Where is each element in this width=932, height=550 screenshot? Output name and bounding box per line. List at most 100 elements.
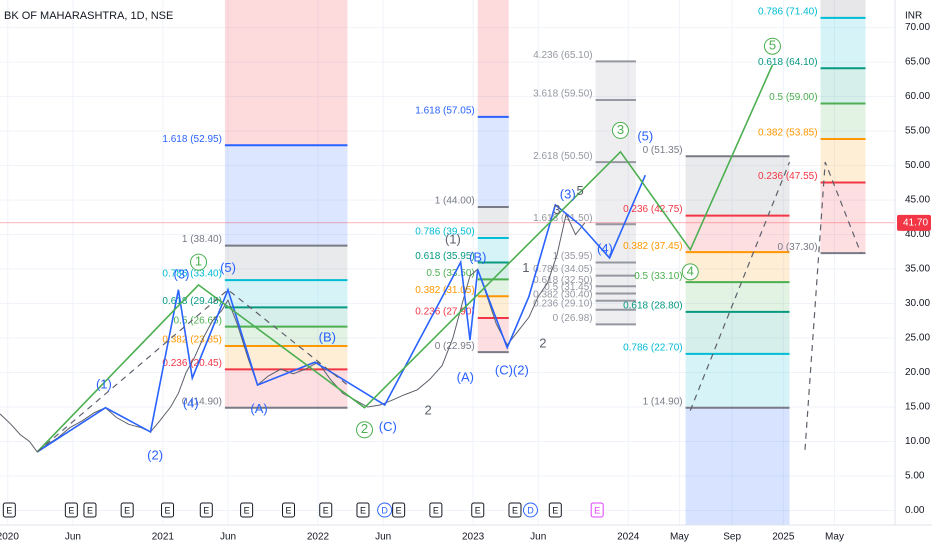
wave-circle bbox=[611, 121, 629, 139]
event-badge bbox=[2, 502, 16, 518]
wave-circle bbox=[763, 37, 781, 55]
event-label: E bbox=[68, 505, 74, 515]
wave-label: (A) bbox=[457, 369, 474, 384]
fib-band bbox=[477, 318, 509, 353]
event-badge bbox=[392, 502, 406, 518]
fib-label: 0.382 (30.40) bbox=[533, 289, 593, 300]
currency: INR bbox=[905, 11, 922, 22]
fib-band bbox=[595, 286, 636, 294]
wave-label: (1) bbox=[96, 376, 112, 391]
fib-band bbox=[595, 300, 636, 310]
last-price-badge bbox=[897, 214, 931, 231]
fib-label: 0 (37.30) bbox=[778, 242, 818, 253]
event-badge bbox=[377, 502, 393, 518]
fib-band bbox=[820, 68, 866, 104]
y-tick-label: 50.00 bbox=[905, 160, 930, 171]
wave-line bbox=[36, 174, 647, 453]
fib-band bbox=[820, 17, 866, 69]
fib-band bbox=[595, 293, 636, 301]
event-badge bbox=[319, 502, 333, 518]
event-badge bbox=[590, 502, 604, 518]
event-label: E bbox=[360, 505, 366, 515]
fib-label: 0 (51.35) bbox=[643, 145, 683, 156]
event-badge bbox=[508, 502, 522, 518]
wave-label: (2) bbox=[147, 447, 163, 462]
event-label: E bbox=[203, 505, 209, 515]
wave-label: 4 bbox=[687, 263, 694, 278]
fib-band bbox=[224, 307, 348, 327]
fib-label: 0.618 (29.45) bbox=[162, 296, 222, 307]
fib-label: 0.618 (35.95) bbox=[415, 251, 475, 262]
fib-label: 0.236 (47.55) bbox=[758, 171, 818, 182]
wave-label: (5) bbox=[220, 260, 236, 275]
fib-label: 0.618 (64.10) bbox=[758, 57, 818, 68]
event-label: E bbox=[165, 505, 171, 515]
fib-label: 0.382 (37.45) bbox=[623, 241, 683, 252]
fib-zone bbox=[820, 0, 866, 18]
fib-label: 0.786 (71.40) bbox=[758, 7, 818, 18]
wave-label: 3 bbox=[617, 122, 624, 137]
event-badge bbox=[161, 502, 175, 518]
x-tick-label: Jun bbox=[220, 532, 236, 543]
y-tick-label: 45.00 bbox=[905, 195, 930, 206]
y-tick-label: 60.00 bbox=[905, 91, 930, 102]
fib-label: 1.618 (52.95) bbox=[162, 134, 222, 145]
wave-label: 2 bbox=[361, 421, 368, 436]
fib-label: 0.5 (33.50) bbox=[426, 268, 474, 279]
event-label: E bbox=[433, 505, 439, 515]
price-axis bbox=[895, 0, 932, 550]
wave-label: 1 bbox=[522, 260, 529, 275]
event-badge bbox=[471, 502, 485, 518]
wave-label: (C) bbox=[379, 419, 397, 434]
event-label: E bbox=[475, 505, 481, 515]
event-badge bbox=[522, 502, 538, 518]
fib-band bbox=[477, 116, 509, 207]
event-badge bbox=[282, 502, 296, 518]
fib-label: 0.786 (39.50) bbox=[415, 227, 475, 238]
event-label: E bbox=[87, 505, 93, 515]
y-tick-label: 35.00 bbox=[905, 264, 930, 275]
wave-label: (5) bbox=[637, 129, 653, 144]
fib-label: 0.786 (33.40) bbox=[162, 269, 222, 280]
plot-area: 1.618 (52.95) 1 (38.40) 0.786 (33.40) 0.618… bbox=[0, 0, 895, 525]
wave-label: 1 bbox=[195, 254, 202, 269]
last-price-label: 41.70 bbox=[903, 217, 928, 228]
fib-band bbox=[224, 245, 348, 281]
event-badge bbox=[199, 502, 213, 518]
fib-band bbox=[477, 238, 509, 263]
event-label: E bbox=[323, 505, 329, 515]
y-tick-label: 5.00 bbox=[905, 471, 925, 482]
y-tick-label: 70.00 bbox=[905, 22, 930, 33]
wave-circle bbox=[190, 253, 208, 271]
x-tick-label: May bbox=[825, 532, 844, 543]
fib-label: 0.382 (23.85) bbox=[162, 335, 222, 346]
wave-circle bbox=[681, 263, 699, 281]
y-tick-label: 55.00 bbox=[905, 126, 930, 137]
x-tick-label: Jun bbox=[530, 532, 546, 543]
wave-label: (B) bbox=[469, 249, 486, 264]
fib-zone bbox=[685, 407, 790, 525]
fib-band bbox=[595, 61, 636, 101]
event-label: E bbox=[244, 505, 250, 515]
y-tick-label: 30.00 bbox=[905, 298, 930, 309]
event-label: E bbox=[552, 505, 558, 515]
fib-band bbox=[820, 182, 866, 254]
fib-label: 0.236 (27.90) bbox=[415, 307, 475, 318]
event-label: E bbox=[286, 505, 292, 515]
fib-zone bbox=[477, 0, 509, 117]
fib-band bbox=[685, 215, 790, 253]
wave-label: 2 bbox=[539, 336, 546, 351]
wave-label: (4) bbox=[597, 241, 613, 256]
event-badge bbox=[240, 502, 254, 518]
wave-circle bbox=[356, 421, 374, 439]
wave-label: (4) bbox=[183, 396, 199, 411]
wave-label: (A) bbox=[250, 401, 267, 416]
fib-band bbox=[477, 296, 509, 319]
x-tick-label: 2025 bbox=[772, 532, 795, 543]
fib-band bbox=[685, 252, 790, 283]
event-label: E bbox=[6, 505, 12, 515]
fib-label: 0.5 (59.00) bbox=[769, 92, 817, 103]
fib-label: 1 (38.40) bbox=[182, 234, 222, 245]
event-label: D bbox=[381, 505, 388, 515]
